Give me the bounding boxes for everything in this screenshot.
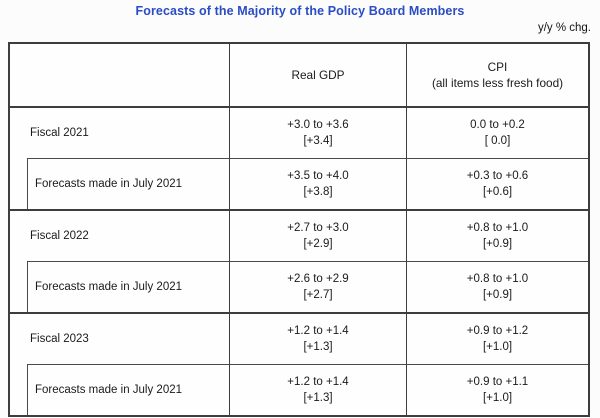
gdp-median: [+2.9] [303, 238, 333, 250]
header-cell-cpi: CPI (all items less fresh food) [407, 44, 588, 106]
cpi-forecast-cell: +0.9 to +1.1 [+1.0] [407, 364, 588, 415]
row-july-forecast-2023: Forecasts made in July 2021 +1.2 to +1.4… [10, 364, 588, 415]
cpi-median: [+0.9] [482, 289, 513, 301]
cpi-range: +0.8 to +1.0 [466, 221, 529, 234]
cpi-range: +0.3 to +0.6 [466, 169, 529, 182]
gdp-median: [+2.7] [303, 289, 333, 301]
table-header-row: Real GDP CPI (all items less fresh food) [10, 44, 588, 108]
group-fiscal-2021: Fiscal 2021 +3.0 to +3.6 [+3.4] 0.0 to +… [10, 108, 588, 211]
july-forecast-label: Forecasts made in July 2021 [27, 261, 229, 312]
page-title: Forecasts of the Majority of the Policy … [135, 4, 465, 18]
cpi-header-label: CPI [487, 59, 508, 74]
cpi-range: +0.8 to +1.0 [466, 272, 529, 285]
july-forecast-label: Forecasts made in July 2021 [27, 364, 229, 415]
cpi-median: [+0.9] [482, 238, 513, 250]
cpi-forecast-cell: +0.9 to +1.2 [+1.0] [407, 314, 588, 364]
gdp-median: [+1.3] [303, 341, 333, 353]
cpi-forecast-cell: +0.3 to +0.6 [+0.6] [407, 158, 588, 209]
row-fiscal-2022: Fiscal 2022 +2.7 to +3.0 [+2.9] +0.8 to … [10, 211, 588, 261]
group-fiscal-2023: Fiscal 2023 +1.2 to +1.4 [+1.3] +0.9 to … [10, 314, 588, 415]
cpi-range: 0.0 to +0.2 [470, 118, 525, 131]
cpi-header-sublabel: (all items less fresh food) [431, 76, 564, 90]
gdp-range: +1.2 to +1.4 [287, 375, 349, 388]
july-forecast-label: Forecasts made in July 2021 [27, 158, 229, 209]
gdp-median: [+1.3] [303, 392, 333, 404]
cpi-forecast-cell: 0.0 to +0.2 [ 0.0] [407, 108, 588, 158]
gdp-forecast-cell: +2.7 to +3.0 [+2.9] [230, 211, 407, 261]
forecast-table: Real GDP CPI (all items less fresh food)… [8, 42, 590, 417]
group-fiscal-2022: Fiscal 2022 +2.7 to +3.0 [+2.9] +0.8 to … [10, 211, 588, 314]
cpi-range: +0.9 to +1.2 [466, 324, 529, 337]
gdp-forecast-cell: +3.0 to +3.6 [+3.4] [230, 108, 407, 158]
row-july-forecast-2022: Forecasts made in July 2021 +2.6 to +2.9… [10, 261, 588, 312]
header-cell-real-gdp: Real GDP [230, 44, 407, 106]
row-fiscal-2021: Fiscal 2021 +3.0 to +3.6 [+3.4] 0.0 to +… [10, 108, 588, 158]
cpi-median: [ 0.0] [484, 135, 511, 147]
cpi-forecast-cell: +0.8 to +1.0 [+0.9] [407, 211, 588, 261]
cpi-median: [+1.0] [482, 392, 513, 404]
gdp-median: [+3.8] [303, 186, 333, 198]
gdp-forecast-cell: +1.2 to +1.4 [+1.3] [230, 364, 407, 415]
unit-note: y/y % chg. [537, 22, 591, 34]
gdp-median: [+3.4] [303, 135, 333, 147]
gdp-range: +3.5 to +4.0 [287, 169, 349, 182]
fiscal-year-label: Fiscal 2021 [30, 127, 89, 139]
gdp-forecast-cell: +2.6 to +2.9 [+2.7] [230, 261, 407, 312]
cpi-median: [+0.6] [482, 186, 513, 198]
gdp-forecast-cell: +3.5 to +4.0 [+3.8] [230, 158, 407, 209]
gdp-range: +2.7 to +3.0 [287, 221, 349, 234]
gdp-forecast-cell: +1.2 to +1.4 [+1.3] [230, 314, 407, 364]
fiscal-year-label: Fiscal 2023 [30, 333, 89, 345]
cpi-median: [+1.0] [482, 341, 513, 353]
row-july-forecast-2021: Forecasts made in July 2021 +3.5 to +4.0… [10, 158, 588, 209]
gdp-range: +2.6 to +2.9 [287, 272, 349, 285]
row-fiscal-2023: Fiscal 2023 +1.2 to +1.4 [+1.3] +0.9 to … [10, 314, 588, 364]
header-cell-empty [10, 44, 230, 106]
fiscal-year-label: Fiscal 2022 [30, 230, 89, 242]
cpi-range: +0.9 to +1.1 [466, 375, 529, 388]
gdp-range: +1.2 to +1.4 [287, 324, 349, 337]
gdp-range: +3.0 to +3.6 [287, 118, 349, 131]
cpi-forecast-cell: +0.8 to +1.0 [+0.9] [407, 261, 588, 312]
real-gdp-header-label: Real GDP [291, 67, 345, 82]
